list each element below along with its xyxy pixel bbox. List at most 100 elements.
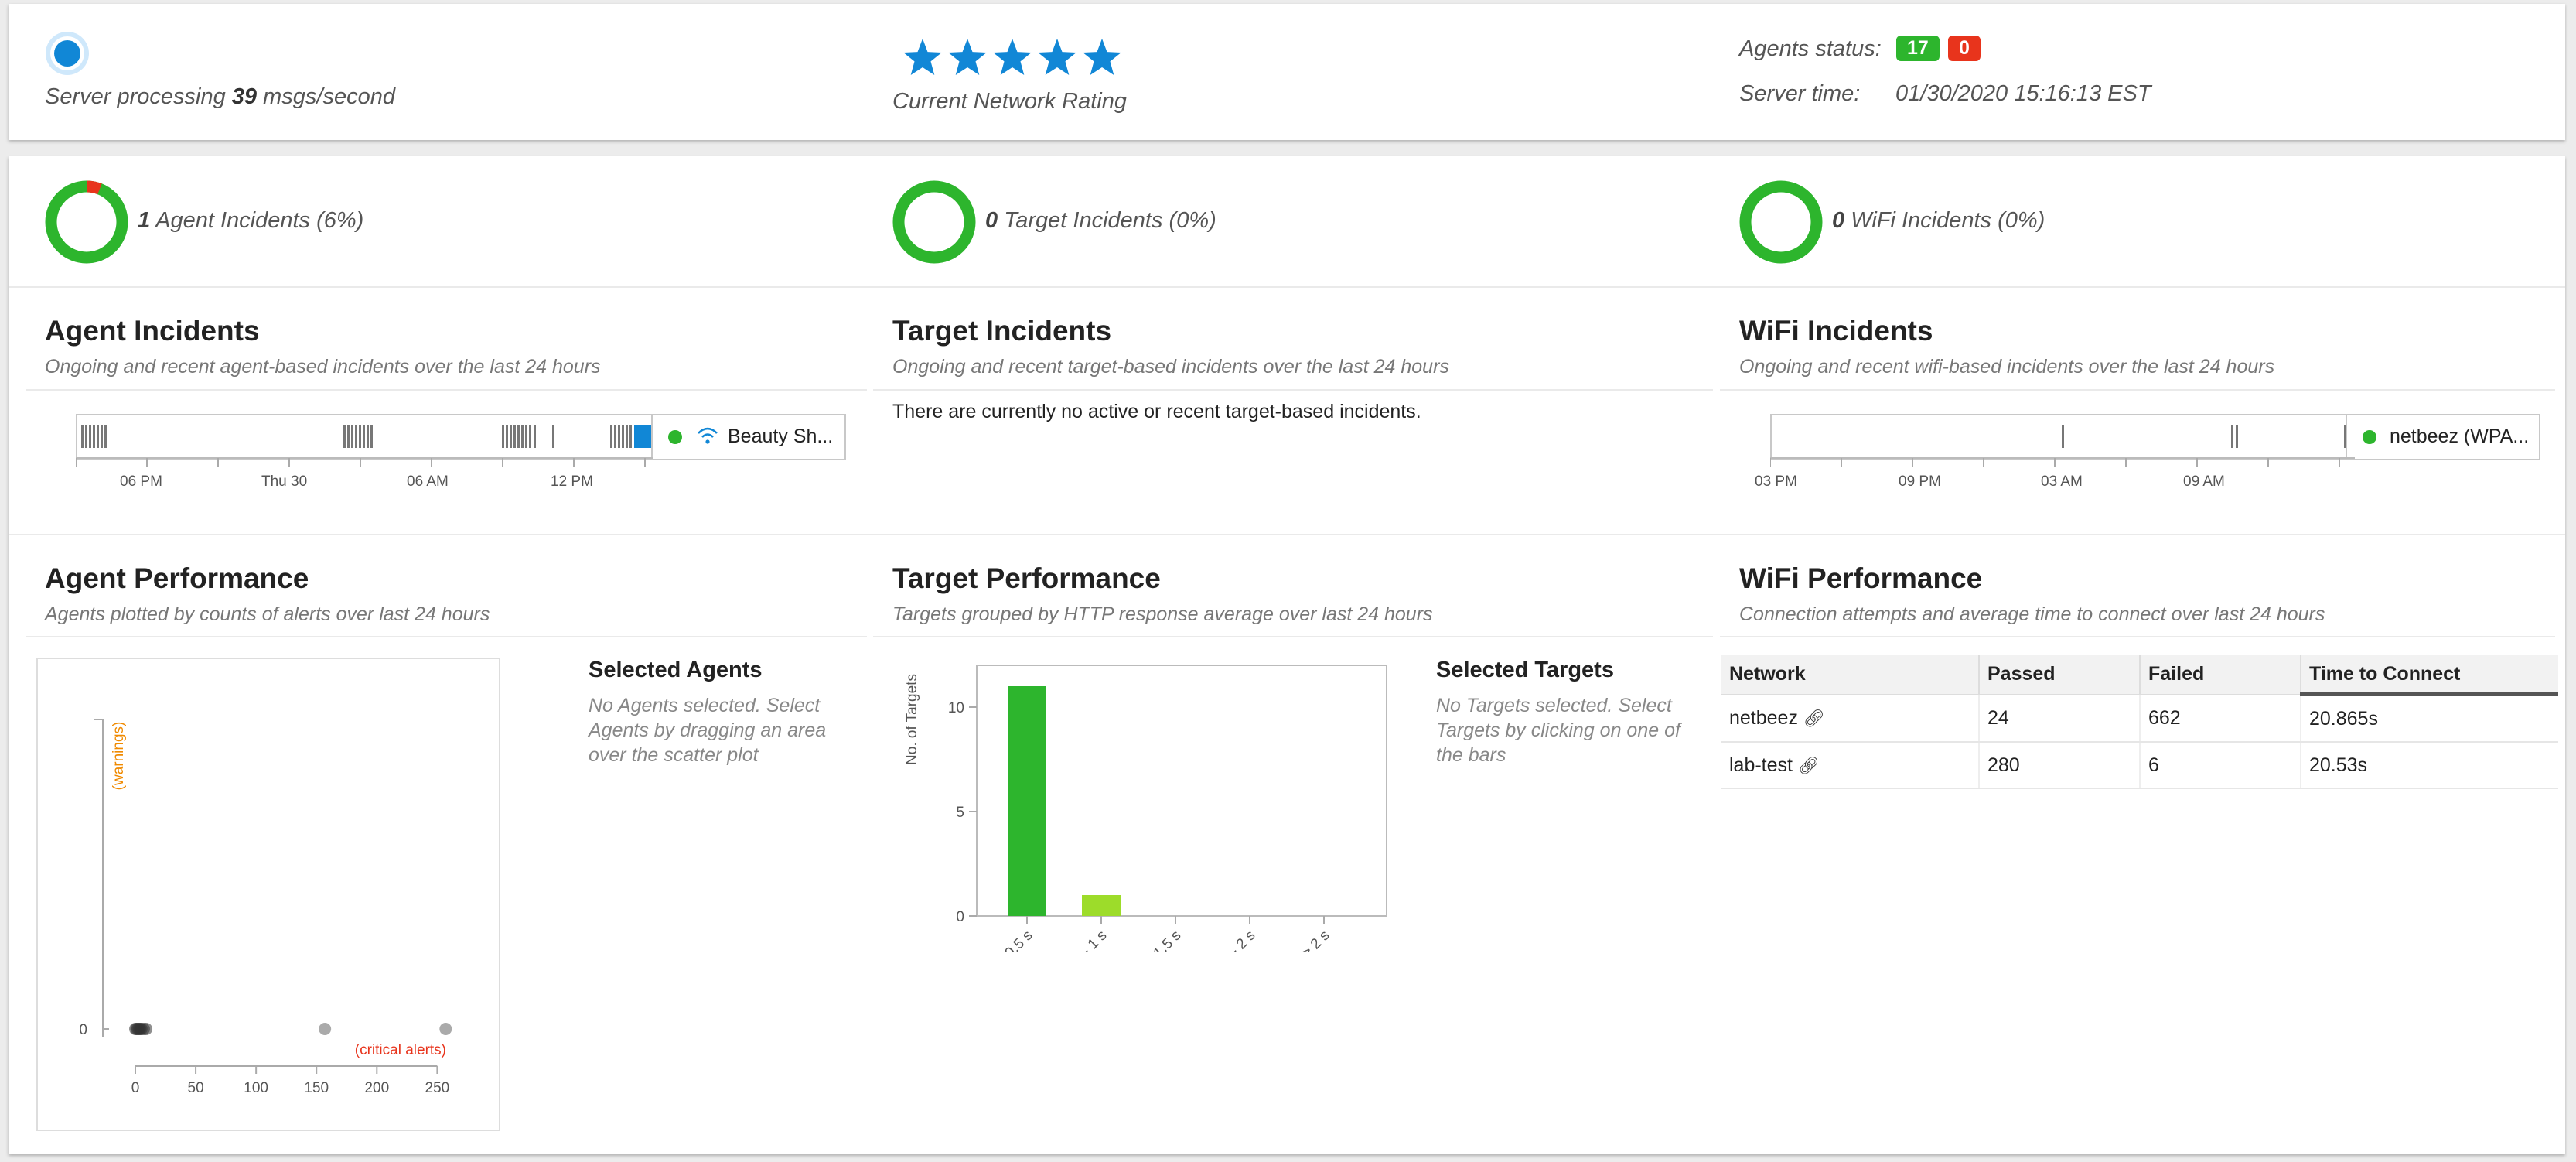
status-dot-icon	[668, 430, 682, 444]
agent-incidents-timeline[interactable]	[76, 414, 656, 460]
failed-cell: 6	[2139, 742, 2301, 789]
wifi-timeline-tick: 03 AM	[2041, 473, 2083, 490]
target-incidents-summary[interactable]	[892, 179, 977, 268]
msgs-per-second-value: 39	[231, 84, 258, 109]
agent-timeline-axis	[76, 457, 653, 467]
agent-incidents-subtitle: Ongoing and recent agent-based incidents…	[45, 356, 601, 378]
wifi-incidents-count: 0	[1832, 208, 1845, 233]
x-tick-label: 0	[131, 1080, 140, 1096]
server-time-value: 01/30/2020 15:16:13 EST	[1895, 81, 2151, 106]
wifi-icon	[698, 427, 718, 444]
link-icon[interactable]: 🔗︎	[1797, 755, 1820, 775]
column-header-passed[interactable]: Passed	[1978, 655, 2140, 695]
agent-timeline-tick: 06 AM	[407, 473, 449, 490]
wifi-performance-title: WiFi Performance	[1739, 562, 1983, 594]
agent-timeline-bars	[81, 425, 651, 448]
scatter-point[interactable]	[140, 1023, 153, 1035]
wifi-incidents-summary[interactable]	[1738, 179, 1824, 268]
scatter-point[interactable]	[439, 1023, 452, 1035]
passed-cell: 280	[1978, 742, 2140, 789]
agents-fail-badge[interactable]: 0	[1948, 36, 1981, 61]
column-header-time-to-connect[interactable]: Time to Connect	[2300, 655, 2558, 696]
target-incidents-underline	[873, 389, 1713, 391]
bar[interactable]	[1082, 895, 1121, 916]
y-axis-label: (warnings)	[111, 722, 127, 791]
passed-cell: 24	[1978, 694, 2140, 743]
table-header-row: Network Passed Failed Time to Connect	[1721, 655, 2558, 696]
column-header-failed[interactable]: Failed	[2139, 655, 2301, 695]
x-tick-label: 0 - 0.5 s	[987, 928, 1036, 952]
x-tick-label: 1.5 - 2 s	[1210, 928, 1258, 952]
network-name: netbeez	[1729, 706, 1798, 729]
scatter-point[interactable]	[319, 1023, 332, 1035]
star-icon	[1038, 39, 1076, 75]
target-incidents-empty-message: There are currently no active or recent …	[892, 401, 1421, 422]
summary-divider	[9, 286, 2565, 288]
wifi-timeline-legend[interactable]: netbeez (WPA...	[2346, 414, 2540, 460]
table-row[interactable]: netbeez 🔗︎ 24 662 20.865s	[1721, 694, 2558, 743]
target-bar-chart[interactable]: 0 5 10 No. of Targets 0 - 0.5 s 0.5 - 1 s 1 - …	[890, 658, 1401, 952]
star-icon	[993, 39, 1032, 75]
link-icon[interactable]: 🔗︎	[1803, 708, 1825, 728]
plot-area	[976, 665, 1387, 917]
x-tick-label: 100	[244, 1080, 268, 1096]
wifi-performance-table: Network Passed Failed Time to Connect ne…	[1721, 655, 2558, 789]
server-time-label: Server time:	[1739, 81, 1861, 106]
target-performance-title: Target Performance	[892, 562, 1161, 594]
x-tick-label: 250	[425, 1080, 450, 1096]
agent-incidents-underline	[26, 389, 867, 391]
wifi-performance-subtitle: Connection attempts and average time to …	[1739, 603, 2325, 625]
agent-timeline-legend[interactable]: Beauty Sh...	[651, 414, 846, 460]
star-icon	[903, 39, 942, 75]
time-to-connect-cell: 20.865s	[2300, 694, 2558, 743]
bar[interactable]	[1008, 686, 1046, 916]
time-to-connect-cell: 20.53s	[2300, 742, 2558, 789]
x-tick-label: 1 - 1.5 s	[1135, 928, 1184, 952]
agent-incidents-label: Agent Incidents (6%)	[155, 208, 364, 233]
network-cell: netbeez 🔗︎	[1721, 694, 1979, 743]
status-bar: Server processing 39 msgs/second Current…	[9, 4, 2565, 140]
table-row[interactable]: lab-test 🔗︎ 280 6 20.53s	[1721, 742, 2558, 789]
agent-scatter-frame[interactable]: 0 0 50 100 150 200 250 (critical alerts) (warnin…	[36, 658, 500, 1131]
network-rating-label: Current Network Rating	[892, 89, 1127, 114]
y-tick-label: 0	[79, 1022, 87, 1038]
agent-scatter-plot[interactable]: 0 0 50 100 150 200 250 (critical alerts) (warnin…	[38, 659, 499, 1130]
wifi-incidents-summary-text: 0 WiFi Incidents (0%)	[1832, 208, 2045, 234]
wifi-incidents-subtitle: Ongoing and recent wifi-based incidents …	[1739, 356, 2275, 378]
agent-incidents-count: 1	[138, 208, 151, 233]
agent-incidents-donut	[45, 180, 128, 264]
x-tick-label: 200	[364, 1080, 389, 1096]
target-incidents-subtitle: Ongoing and recent target-based incident…	[892, 356, 1449, 378]
agent-performance-underline	[26, 636, 867, 637]
target-incidents-donut	[892, 180, 976, 264]
x-tick-label: 150	[304, 1080, 329, 1096]
column-header-network[interactable]: Network	[1721, 655, 1979, 695]
wifi-incidents-title: WiFi Incidents	[1739, 315, 1933, 347]
y-axis-label: No. of Targets	[904, 674, 920, 765]
target-performance-subtitle: Targets grouped by HTTP response average…	[892, 603, 1433, 625]
agent-performance-title: Agent Performance	[45, 562, 309, 594]
target-incidents-summary-text: 0 Target Incidents (0%)	[985, 208, 1216, 234]
wifi-incidents-donut	[1739, 180, 1823, 264]
wifi-incidents-timeline[interactable]	[1770, 414, 2358, 460]
wifi-incidents-underline	[1720, 389, 2555, 391]
wifi-timeline-tick: 09 AM	[2183, 473, 2225, 490]
x-tick-label: 50	[188, 1080, 204, 1096]
agents-ok-badge[interactable]: 17	[1896, 36, 1940, 61]
server-processing-prefix: Server processing	[45, 84, 226, 109]
dashboard-main: 1 Agent Incidents (6%) 0 Target Incident…	[9, 156, 2565, 1154]
status-dot-icon	[2363, 430, 2376, 444]
selected-targets-text: No Targets selected. Select Targets by c…	[1436, 695, 1680, 766]
wifi-performance-underline	[1720, 636, 2555, 637]
wifi-timeline-tick: 03 PM	[1755, 473, 1797, 490]
y-tick-label: 10	[948, 700, 964, 716]
target-incidents-label: Target Incidents (0%)	[1004, 208, 1216, 233]
agent-timeline-tick: 12 PM	[551, 473, 593, 490]
agent-timeline-tick: Thu 30	[261, 473, 308, 490]
failed-cell: 662	[2139, 694, 2301, 743]
agent-legend-label: Beauty Sh...	[728, 425, 834, 447]
target-performance-underline	[873, 636, 1713, 637]
agent-incidents-summary[interactable]	[44, 179, 129, 268]
wifi-incidents-label: WiFi Incidents (0%)	[1851, 208, 2045, 233]
agents-status-label: Agents status:	[1739, 36, 1882, 61]
